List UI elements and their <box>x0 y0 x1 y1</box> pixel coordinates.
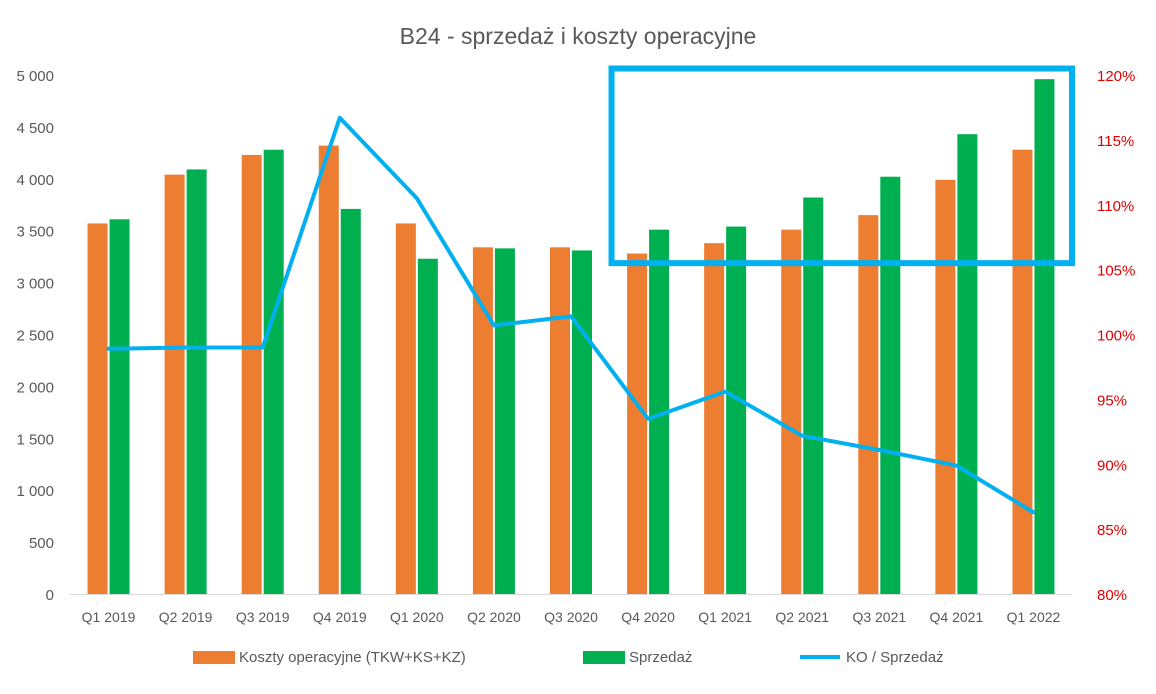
y-right-tick-label: 120% <box>1097 68 1135 85</box>
bar-sprzedaz <box>726 226 747 594</box>
bar-koszty <box>781 229 802 595</box>
y-right-tick-label: 85% <box>1097 522 1127 539</box>
highlight <box>608 65 1075 267</box>
bar-sprzedaz <box>263 149 284 594</box>
y-left-tick-label: 1 500 <box>16 431 54 448</box>
y-left-tick-label: 2 500 <box>16 328 54 345</box>
bar-sprzedaz <box>494 248 515 594</box>
bar-koszty <box>550 247 570 595</box>
bar-sprzedaz <box>803 197 824 594</box>
right-axis: 80% 85% 90% 95% 100% 105% 110% 115% 120% <box>1097 68 1135 604</box>
y-right-tick-label: 100% <box>1097 328 1135 345</box>
bar-sprzedaz <box>109 219 130 595</box>
bar-sprzedaz <box>340 208 361 595</box>
x-tick-label: Q1 2021 <box>698 609 752 625</box>
y-left-tick-label: 5 000 <box>16 68 54 85</box>
left-axis: 0 500 1 000 1 500 2 000 2 500 3 000 3 500 4 000 4… <box>16 68 54 604</box>
bar-sprzedaz <box>880 176 901 594</box>
y-left-tick-label: 3 500 <box>16 224 54 241</box>
ratio-line <box>106 115 1036 515</box>
y-left-tick-label: 500 <box>29 535 54 552</box>
bar-koszty <box>935 179 956 594</box>
highlight-box <box>608 65 1075 267</box>
bar-koszty <box>87 223 108 594</box>
bar-koszty <box>164 174 185 594</box>
bar-koszty <box>395 223 416 594</box>
x-tick-label: Q3 2020 <box>544 609 598 625</box>
x-axis: Q1 2019 Q2 2019 Q3 2019 Q4 2019 Q1 2020 Q2 20… <box>70 594 1072 625</box>
x-tick-label: Q2 2021 <box>775 609 829 625</box>
x-tick-label: Q2 2020 <box>467 609 521 625</box>
bar-koszty <box>318 145 339 595</box>
ko-sprzedaz-line <box>106 115 1036 515</box>
legend-swatch-bar <box>193 651 235 664</box>
legend-label: Koszty operacyjne (TKW+KS+KZ) <box>239 649 466 666</box>
bar-koszty <box>858 215 879 594</box>
x-tick-label: Q1 2019 <box>82 609 136 625</box>
x-tick-label: Q1 2020 <box>390 609 444 625</box>
bar-koszty <box>472 247 493 595</box>
x-tick-label: Q4 2021 <box>930 609 984 625</box>
bars <box>87 79 1055 595</box>
bar-sprzedaz <box>957 134 978 594</box>
y-right-tick-label: 110% <box>1097 198 1134 215</box>
bar-sprzedaz <box>649 229 670 595</box>
x-tick-label: Q1 2022 <box>1007 609 1061 625</box>
x-tick-label: Q3 2019 <box>236 609 290 625</box>
bar-sprzedaz <box>417 258 438 594</box>
bar-koszty <box>1012 149 1033 594</box>
y-right-tick-label: 80% <box>1097 587 1127 604</box>
bar-sprzedaz <box>572 250 592 594</box>
y-left-tick-label: 4 500 <box>16 120 54 137</box>
bar-koszty <box>627 253 648 594</box>
y-right-tick-label: 90% <box>1097 457 1127 474</box>
legend: Koszty operacyjne (TKW+KS+KZ) Sprzedaż KO … <box>193 649 944 666</box>
legend-swatch-bar <box>583 651 625 664</box>
x-tick-label: Q4 2019 <box>313 609 367 625</box>
x-tick-label: Q4 2020 <box>621 609 675 625</box>
y-left-tick-label: 0 <box>46 587 54 604</box>
y-left-tick-label: 4 000 <box>16 172 54 189</box>
x-tick-label: Q3 2021 <box>852 609 906 625</box>
chart-title: B24 - sprzedaż i koszty operacyjne <box>400 23 757 49</box>
y-left-tick-label: 2 000 <box>16 379 54 396</box>
x-tick-label: Q2 2019 <box>159 609 213 625</box>
y-right-tick-label: 105% <box>1097 263 1135 280</box>
y-left-tick-label: 3 000 <box>16 276 54 293</box>
legend-label: Sprzedaż <box>629 649 692 666</box>
y-left-tick-label: 1 000 <box>16 483 54 500</box>
bar-sprzedaz <box>1034 79 1055 595</box>
bar-sprzedaz <box>186 169 207 594</box>
bar-koszty <box>704 243 725 594</box>
bar-koszty <box>241 154 262 594</box>
legend-label: KO / Sprzedaż <box>846 649 944 666</box>
y-right-tick-label: 95% <box>1097 392 1127 409</box>
y-right-tick-label: 115% <box>1097 133 1134 150</box>
